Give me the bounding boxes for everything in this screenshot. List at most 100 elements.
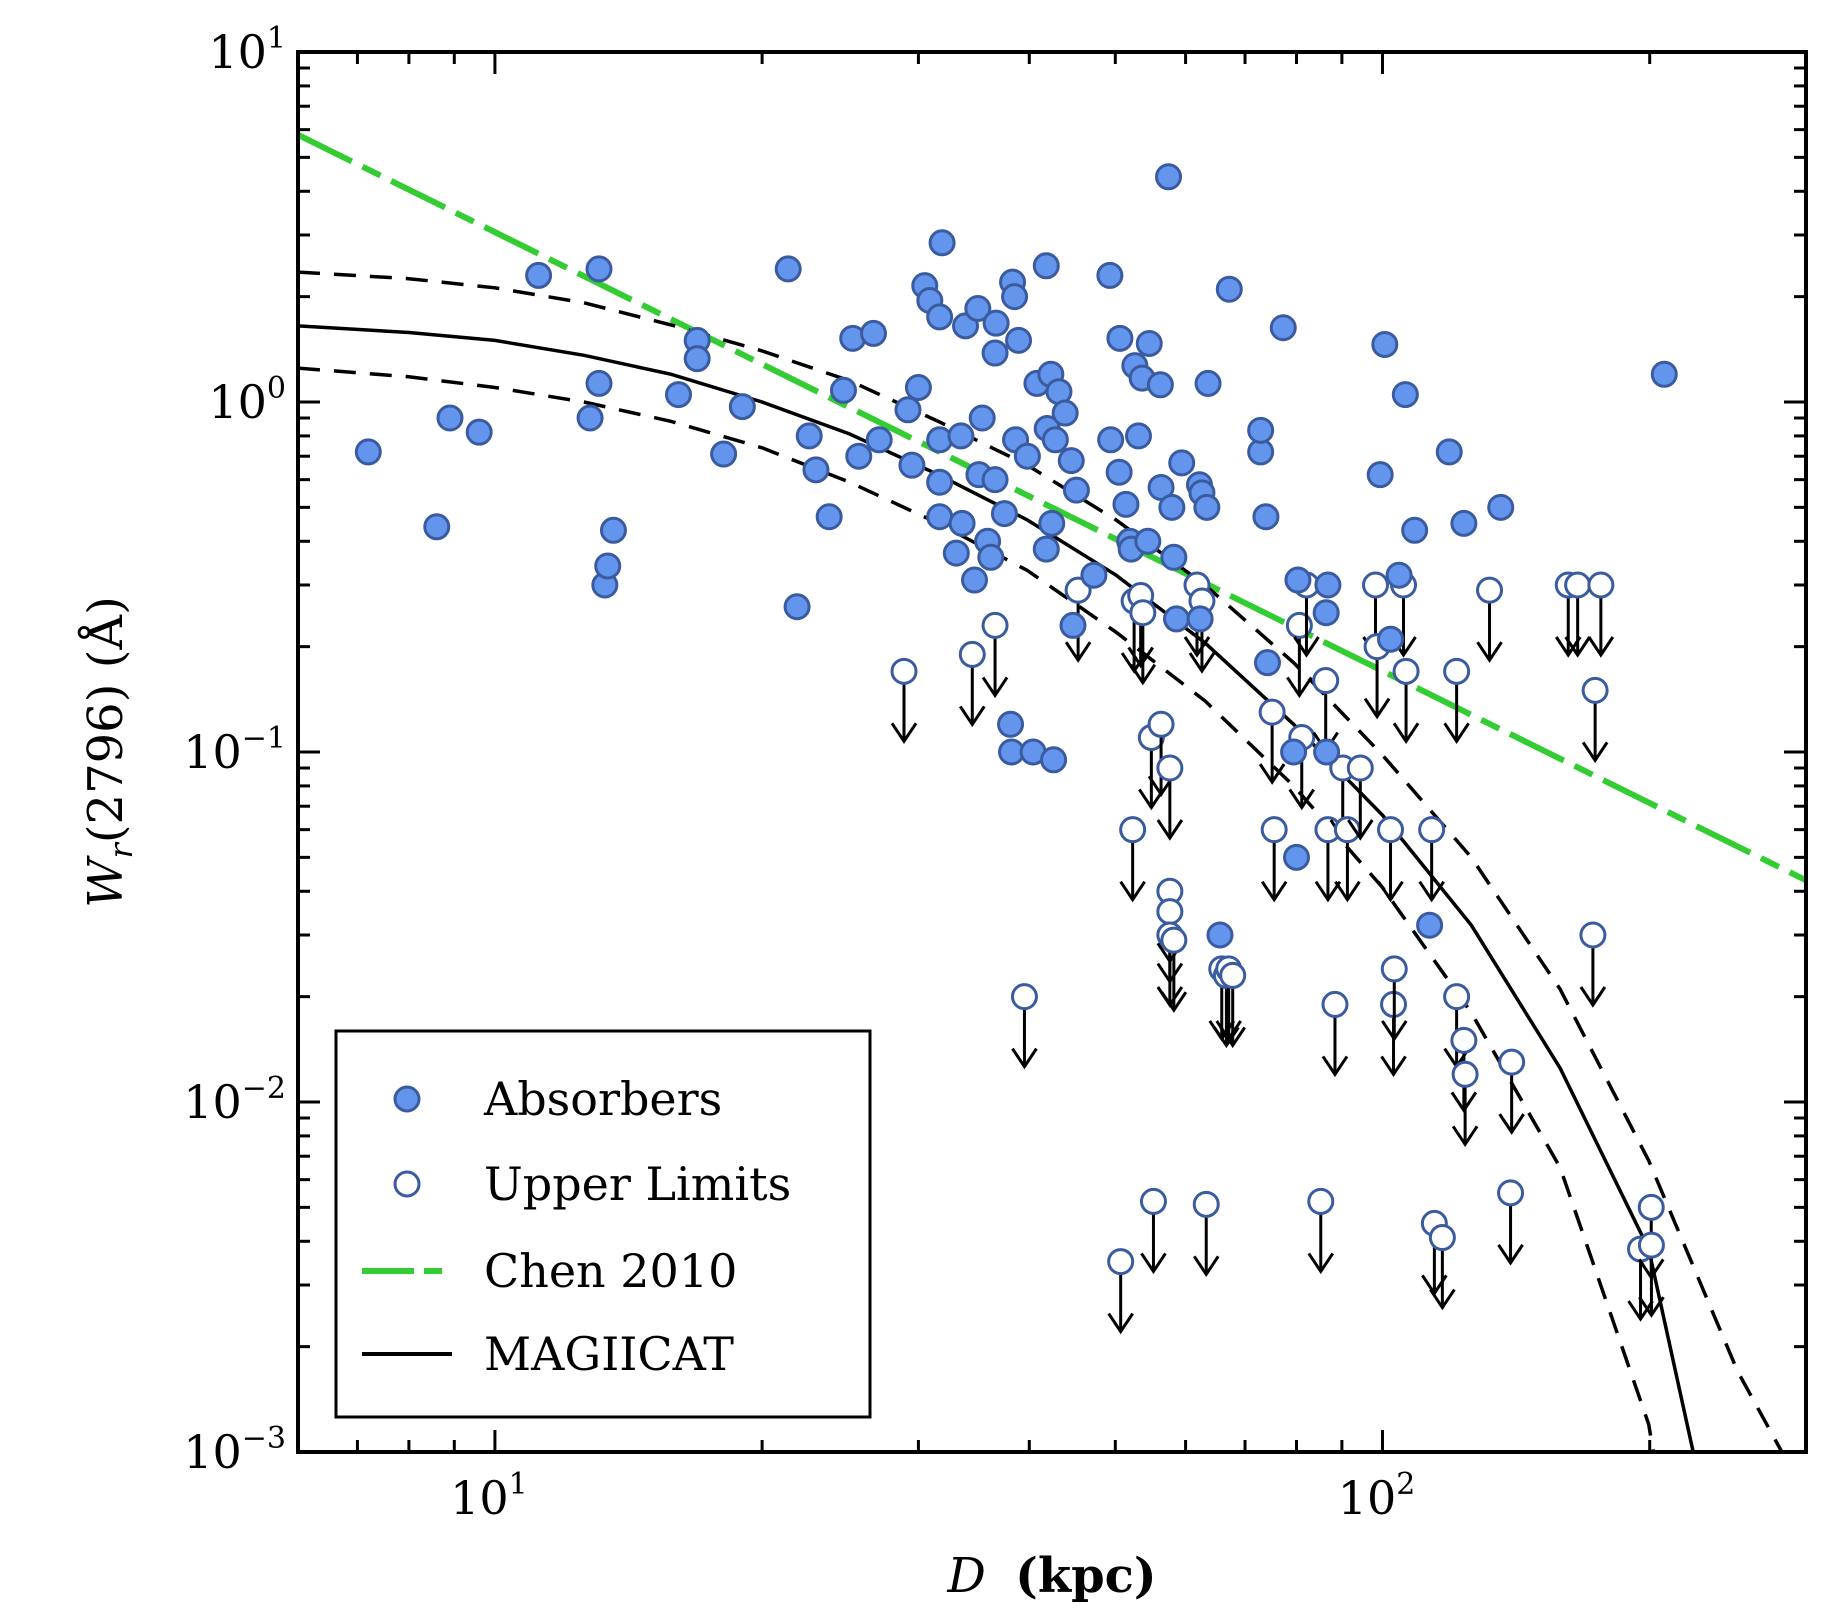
upper-limit-arrow-head <box>1476 641 1503 663</box>
absorber-point <box>1416 911 1444 939</box>
upper-limit-arrow-head <box>1160 991 1188 1013</box>
y-axis-subscript: r <box>102 841 140 858</box>
absorber-point <box>465 418 493 446</box>
absorber-point <box>1487 493 1515 521</box>
absorber-point <box>942 539 970 567</box>
absorber-point <box>1193 493 1221 521</box>
upper-limit-arrow-head <box>1498 1113 1525 1135</box>
x-tick-label: 101 <box>450 1467 528 1525</box>
absorber-point <box>576 404 604 432</box>
absorber-point <box>1314 571 1342 599</box>
absorber-point <box>1377 625 1405 653</box>
absorber-point <box>1038 509 1066 537</box>
upper-limit-arrow-head <box>959 705 986 728</box>
upper-limit-arrow-head <box>1129 663 1157 686</box>
y-axis-title: Wr(2796) (Å) <box>77 596 140 908</box>
absorber-point <box>1385 561 1413 589</box>
upper-limit-point <box>1160 926 1188 1013</box>
upper-limit-arrow-head <box>1587 636 1615 658</box>
absorber-point <box>815 503 843 531</box>
upper-limit-arrow-head <box>1334 880 1361 903</box>
upper-limit-marker <box>1129 599 1157 627</box>
absorber-point <box>829 376 857 404</box>
absorber-point <box>1032 535 1060 563</box>
absorber-point <box>1371 330 1399 358</box>
upper-limit-arrow-head <box>1581 741 1609 764</box>
upper-limit-point <box>1377 816 1405 903</box>
upper-limit-marker <box>1587 571 1615 599</box>
upper-limit-point <box>1418 816 1446 903</box>
chen-2010-line <box>298 132 1806 883</box>
absorber-point <box>845 442 873 470</box>
upper-limit-arrow-head <box>1392 722 1420 745</box>
upper-limit-marker <box>1637 1193 1665 1221</box>
absorber-point <box>947 422 975 450</box>
absorber-point <box>1401 516 1429 544</box>
upper-limit-marker <box>1192 1190 1220 1218</box>
upper-limit-arrow-head <box>1219 1026 1246 1049</box>
upper-limit-point <box>981 611 1009 699</box>
upper-limit-point <box>1260 816 1288 903</box>
absorber-point <box>1013 442 1041 470</box>
upper-limit-point <box>958 640 986 728</box>
upper-limit-arrow-head <box>890 722 918 745</box>
absorber-point <box>997 710 1025 738</box>
absorber-point <box>1450 509 1478 537</box>
absorber-point <box>1650 360 1678 388</box>
absorber-point <box>898 451 926 479</box>
upper-limit-point <box>1579 921 1607 1008</box>
legend-label-chen: Chen 2010 <box>484 1244 737 1298</box>
absorber-point <box>1280 738 1308 766</box>
legend: Absorbers Upper Limits Chen 2010 MAGIICA… <box>334 1029 872 1419</box>
absorber-point <box>961 566 989 594</box>
absorber-point <box>1160 543 1188 571</box>
absorber-point <box>1252 503 1280 531</box>
absorber-point <box>964 294 992 322</box>
upper-limit-marker <box>1443 657 1471 685</box>
upper-limit-arrow-head <box>1260 880 1288 903</box>
absorber-point <box>1312 599 1340 627</box>
upper-limit-arrow-head <box>1288 788 1316 811</box>
absorber-point <box>990 500 1018 528</box>
upper-limit-point <box>1010 983 1038 1070</box>
upper-limit-marker <box>1260 816 1288 844</box>
absorber-point <box>1162 605 1190 633</box>
upper-limit-point <box>1581 676 1609 764</box>
magiicat-fit-line <box>298 324 1695 1452</box>
upper-limit-point <box>1156 754 1184 841</box>
absorber-point <box>1105 458 1133 486</box>
upper-limit-marker <box>1156 754 1184 782</box>
upper-limit-arrow-head <box>1258 763 1286 785</box>
upper-limit-marker <box>981 611 1009 639</box>
absorber-point <box>664 381 692 409</box>
absorber-point <box>894 396 922 424</box>
upper-limit-marker <box>1312 667 1340 695</box>
absorber-point <box>865 426 893 454</box>
x-axis-title: D (kpc) <box>946 1548 1156 1604</box>
legend-label-magiicat: MAGIICAT <box>484 1327 734 1381</box>
tick-labels: 101 102 101 100 10−1 10−2 10−3 <box>183 21 1415 1525</box>
absorber-point <box>1062 476 1090 504</box>
absorber-point <box>1269 314 1297 342</box>
absorber-point <box>802 456 830 484</box>
absorber-point <box>928 229 956 257</box>
x-axis-variable: D <box>946 1548 985 1604</box>
y-tick-label: 10−1 <box>183 721 286 779</box>
absorber-point <box>1215 275 1243 303</box>
upper-limit-marker <box>1637 1231 1665 1259</box>
absorber-point <box>1096 261 1124 289</box>
absorber-point <box>1057 447 1085 475</box>
upper-limit-point <box>1637 1231 1665 1318</box>
absorber-point <box>926 468 954 496</box>
upper-limit-arrow-head <box>1314 880 1342 903</box>
upper-limit-marker <box>1107 1248 1135 1276</box>
upper-limit-arrow-head <box>1429 1288 1456 1311</box>
absorber-point <box>1134 527 1162 555</box>
upper-limit-marker <box>1450 1026 1478 1054</box>
absorber-point <box>1135 329 1163 357</box>
upper-limit-point <box>1428 1224 1456 1311</box>
absorber-point <box>1282 843 1310 871</box>
absorber-point <box>1435 438 1463 466</box>
upper-limit-marker <box>1139 1187 1167 1215</box>
